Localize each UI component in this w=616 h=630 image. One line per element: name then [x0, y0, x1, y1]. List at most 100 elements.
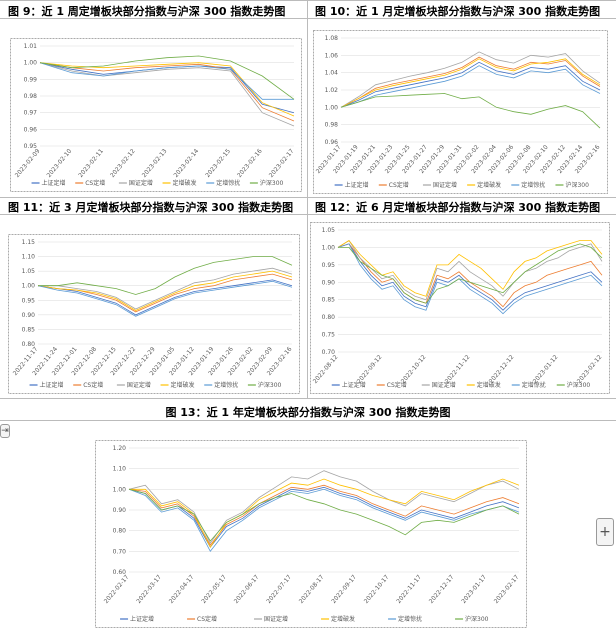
y-tick-label: 1.10	[22, 254, 36, 261]
legend-label: 上证定增	[345, 181, 369, 189]
chart-title: 图 9：近 1 周定增板块部分指数与沪深 300 指数走势图	[8, 5, 286, 18]
legend-label: 国证定增	[264, 615, 288, 623]
x-tick-label: 2023-02-11	[77, 148, 105, 179]
x-tick-label: 2023-02-16	[236, 148, 264, 179]
series-line	[39, 62, 295, 127]
legend-label: CS定增	[387, 381, 407, 389]
series-line	[39, 62, 294, 100]
x-tick-label: 2022-12-12	[488, 354, 516, 385]
chart: 0.960.981.001.021.041.061.082023-01-1720…	[313, 30, 608, 194]
y-tick-label: 0.98	[325, 122, 339, 129]
series-line	[38, 256, 293, 295]
y-tick-label: 0.90	[22, 312, 36, 319]
legend-label: 定增惊扰	[216, 179, 240, 187]
series-line	[38, 267, 293, 310]
legend-label: 上证定增	[342, 381, 366, 389]
y-tick-label: 0.85	[22, 326, 36, 333]
x-tick-label: 2022-02-17	[103, 574, 131, 605]
chart: 0.800.850.900.951.001.051.101.152022-11-…	[8, 234, 300, 394]
rule	[0, 398, 616, 399]
y-tick-label: 0.99	[24, 76, 38, 83]
x-tick-label: 2023-02-12	[109, 148, 137, 179]
legend-label: 上证定增	[40, 381, 64, 389]
x-tick-label: 2022-10-12	[400, 354, 428, 385]
legend-label: 定增破发	[173, 179, 197, 187]
y-tick-label: 1.00	[322, 244, 336, 251]
y-tick-label: 0.75	[322, 332, 336, 339]
series-line	[340, 58, 601, 108]
series-line	[340, 93, 601, 129]
y-tick-label: 0.96	[325, 139, 339, 146]
series-line	[337, 239, 603, 301]
x-tick-label: 2023-02-10	[46, 148, 74, 179]
x-tick-label: 2022-08-12	[312, 354, 340, 385]
chart-title: 图 10：近 1 月定增板块部分指数与沪深 300 指数走势图	[315, 5, 601, 18]
x-tick-label: 2022-09-12	[356, 354, 384, 385]
x-tick-label: 2023-02-15	[204, 148, 232, 179]
x-tick-label: 2022-12-17	[428, 574, 456, 605]
collapse-icon[interactable]: ⇥	[0, 424, 10, 438]
x-tick-label: 2022-11-17	[395, 574, 423, 605]
legend-label: 国证定增	[433, 181, 457, 189]
chart-frame	[313, 30, 608, 194]
rule	[0, 0, 616, 1]
series-line	[37, 280, 293, 317]
y-tick-label: 0.90	[322, 279, 336, 286]
y-tick-label: 0.95	[24, 143, 38, 150]
y-tick-label: 0.95	[322, 262, 336, 269]
series-line	[340, 65, 601, 108]
series-line	[340, 61, 601, 108]
rule	[0, 18, 616, 19]
legend-label: 定增破发	[331, 615, 355, 623]
series-line	[37, 279, 293, 316]
y-tick-label: 0.96	[24, 126, 38, 133]
legend-label: 定增破发	[477, 181, 501, 189]
legend-label: 沪深300	[260, 179, 284, 187]
chart-frame	[10, 38, 302, 192]
y-tick-label: 1.00	[22, 283, 36, 290]
legend-label: 国证定增	[432, 381, 456, 389]
add-button[interactable]: +	[596, 518, 614, 546]
legend-label: 国证定增	[129, 179, 153, 187]
x-tick-label: 2022-03-17	[135, 574, 163, 605]
series-line	[337, 243, 603, 315]
x-tick-label: 2022-08-17	[298, 574, 326, 605]
x-tick-label: 2023-02-12	[576, 354, 604, 385]
chart: 0.70 0.75 0.80 0.85 0.90 0.95 1.00 1.05 2022-08-…	[310, 222, 610, 394]
rule	[0, 420, 616, 421]
chart-title: 图 11：近 3 月定增板块部分指数与沪深 300 指数走势图	[8, 201, 294, 214]
y-tick-label: 1.05	[322, 227, 336, 234]
legend-label: CS定增	[83, 381, 103, 389]
y-tick-label: 1.06	[325, 52, 339, 59]
series-line	[37, 270, 293, 311]
rule	[0, 197, 616, 198]
x-tick-label: 2022-05-17	[200, 574, 228, 605]
x-tick-label: 2023-02-17	[493, 574, 521, 605]
series-line	[337, 243, 603, 308]
series-line	[340, 56, 601, 108]
y-tick-label: 0.90	[113, 507, 127, 514]
y-tick-label: 1.00	[325, 104, 339, 111]
x-tick-label: 2023-02-14	[173, 148, 201, 179]
y-tick-label: 1.04	[325, 70, 339, 77]
y-tick-label: 1.20	[113, 445, 127, 452]
legend-label: 上证定增	[130, 615, 154, 623]
series-line	[39, 62, 295, 122]
legend-label: CS定增	[197, 615, 217, 623]
series-line	[340, 51, 601, 108]
y-tick-label: 1.15	[22, 239, 36, 246]
legend-label: 定增惊扰	[522, 381, 546, 389]
legend-label: 定增破发	[477, 381, 501, 389]
y-tick-label: 0.80	[22, 341, 36, 348]
series-line	[39, 55, 295, 100]
legend-label: 沪深300	[465, 615, 489, 623]
rule	[0, 214, 616, 215]
legend-label: 上证定增	[42, 179, 66, 187]
x-tick-label: 2022-11-12	[444, 354, 472, 385]
y-tick-label: 1.05	[22, 268, 36, 275]
series-line	[128, 484, 520, 546]
y-tick-label: 1.08	[325, 35, 339, 42]
